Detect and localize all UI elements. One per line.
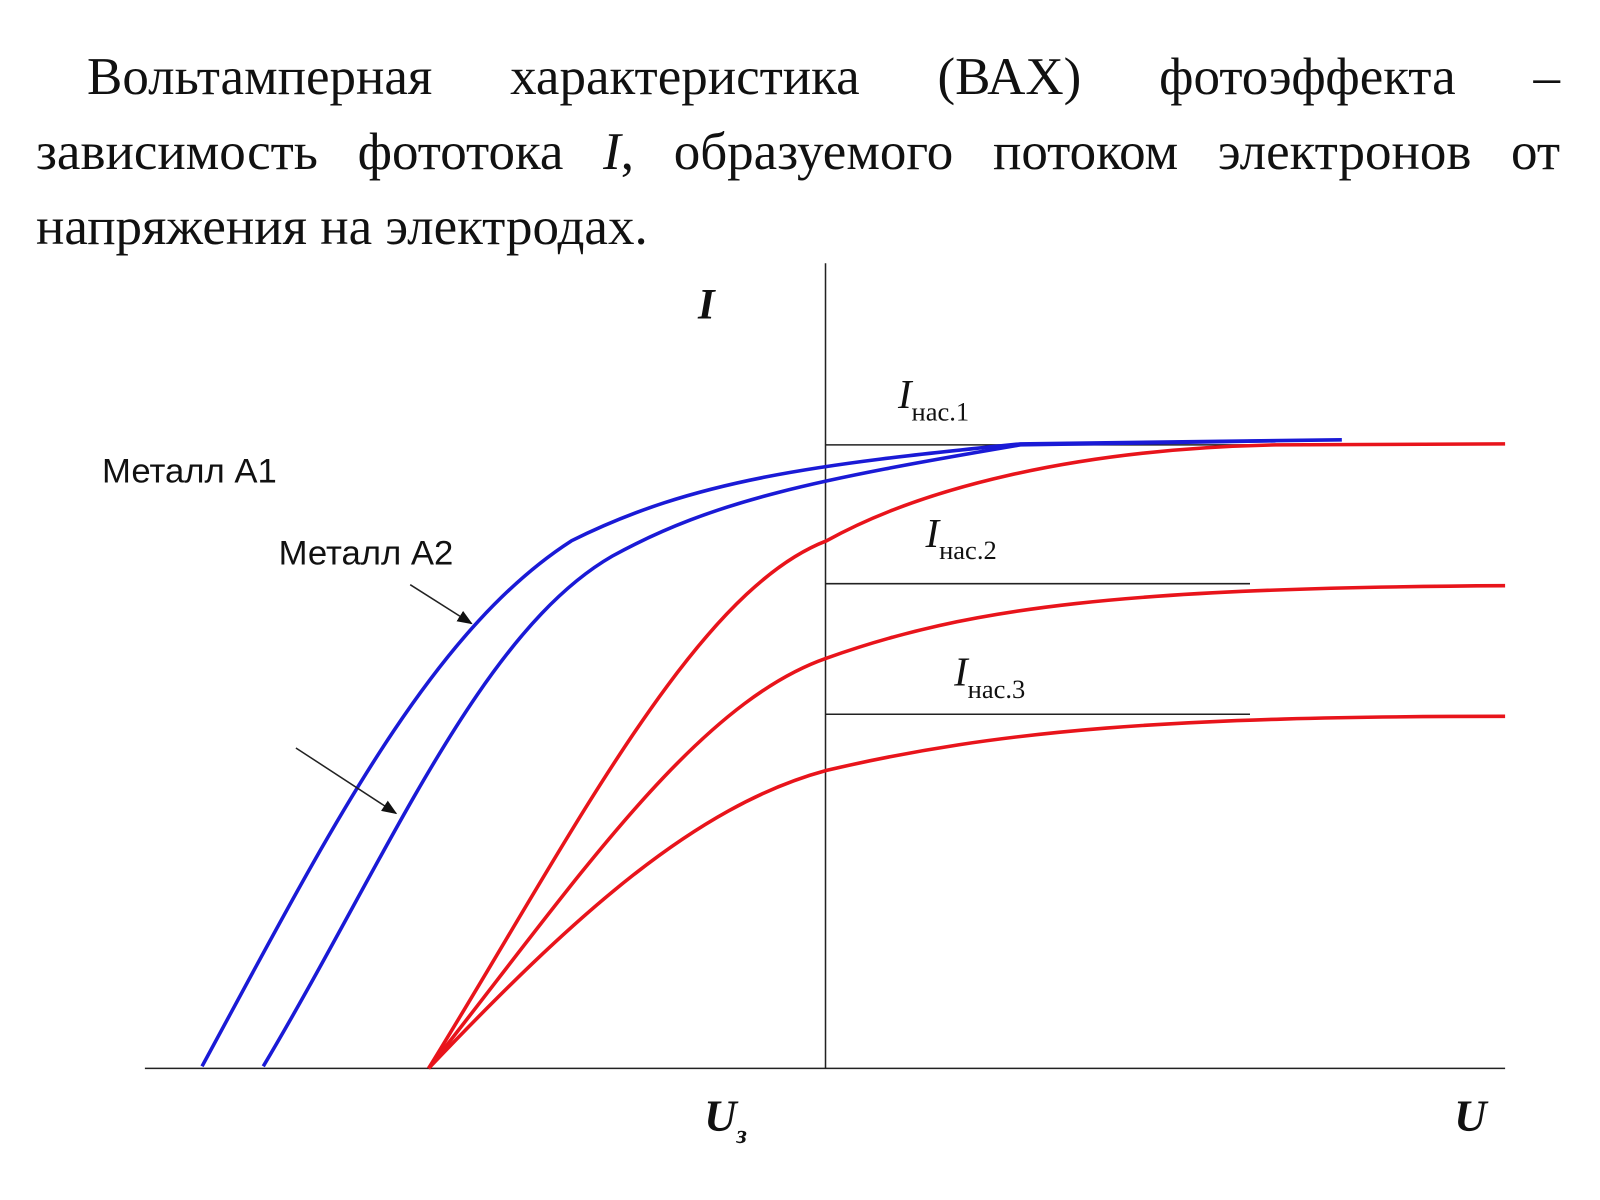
symbol: I: [897, 372, 914, 417]
subscript: нас.3: [968, 674, 1026, 704]
saturation-label: Iнас.1: [897, 372, 969, 426]
x-label: U: [1454, 1091, 1489, 1141]
symbol: U: [704, 1091, 739, 1141]
description-text: Вольтамперная характеристика (ВАХ) фотоэ…: [36, 48, 1560, 181]
saturation-label: Iнас.2: [925, 511, 997, 565]
saturation-label: Iнас.3: [953, 650, 1025, 704]
current-symbol: I: [603, 123, 621, 181]
curve-a1: [200, 438, 1342, 1068]
subscript: нас.1: [912, 396, 970, 426]
y-label: I: [697, 281, 716, 328]
curve-red: [427, 442, 1506, 1070]
symbol: I: [953, 650, 970, 695]
curve-red: [427, 714, 1506, 1070]
description: Вольтамперная характеристика (ВАХ) фотоэ…: [36, 40, 1560, 265]
description-text: , образуемого потоком электронов от напр…: [36, 123, 1560, 256]
subscript: нас.2: [939, 535, 997, 565]
arrow: [409, 584, 473, 625]
symbol: I: [925, 511, 942, 556]
subscript: з: [736, 1119, 747, 1149]
curve-a2: [261, 439, 1276, 1068]
curve-red: [427, 583, 1506, 1070]
curve-label: Металл А1: [102, 453, 277, 491]
curve-label: Металл А2: [279, 534, 454, 572]
arrow: [295, 747, 398, 815]
stop-voltage-label: Uз: [704, 1091, 747, 1149]
